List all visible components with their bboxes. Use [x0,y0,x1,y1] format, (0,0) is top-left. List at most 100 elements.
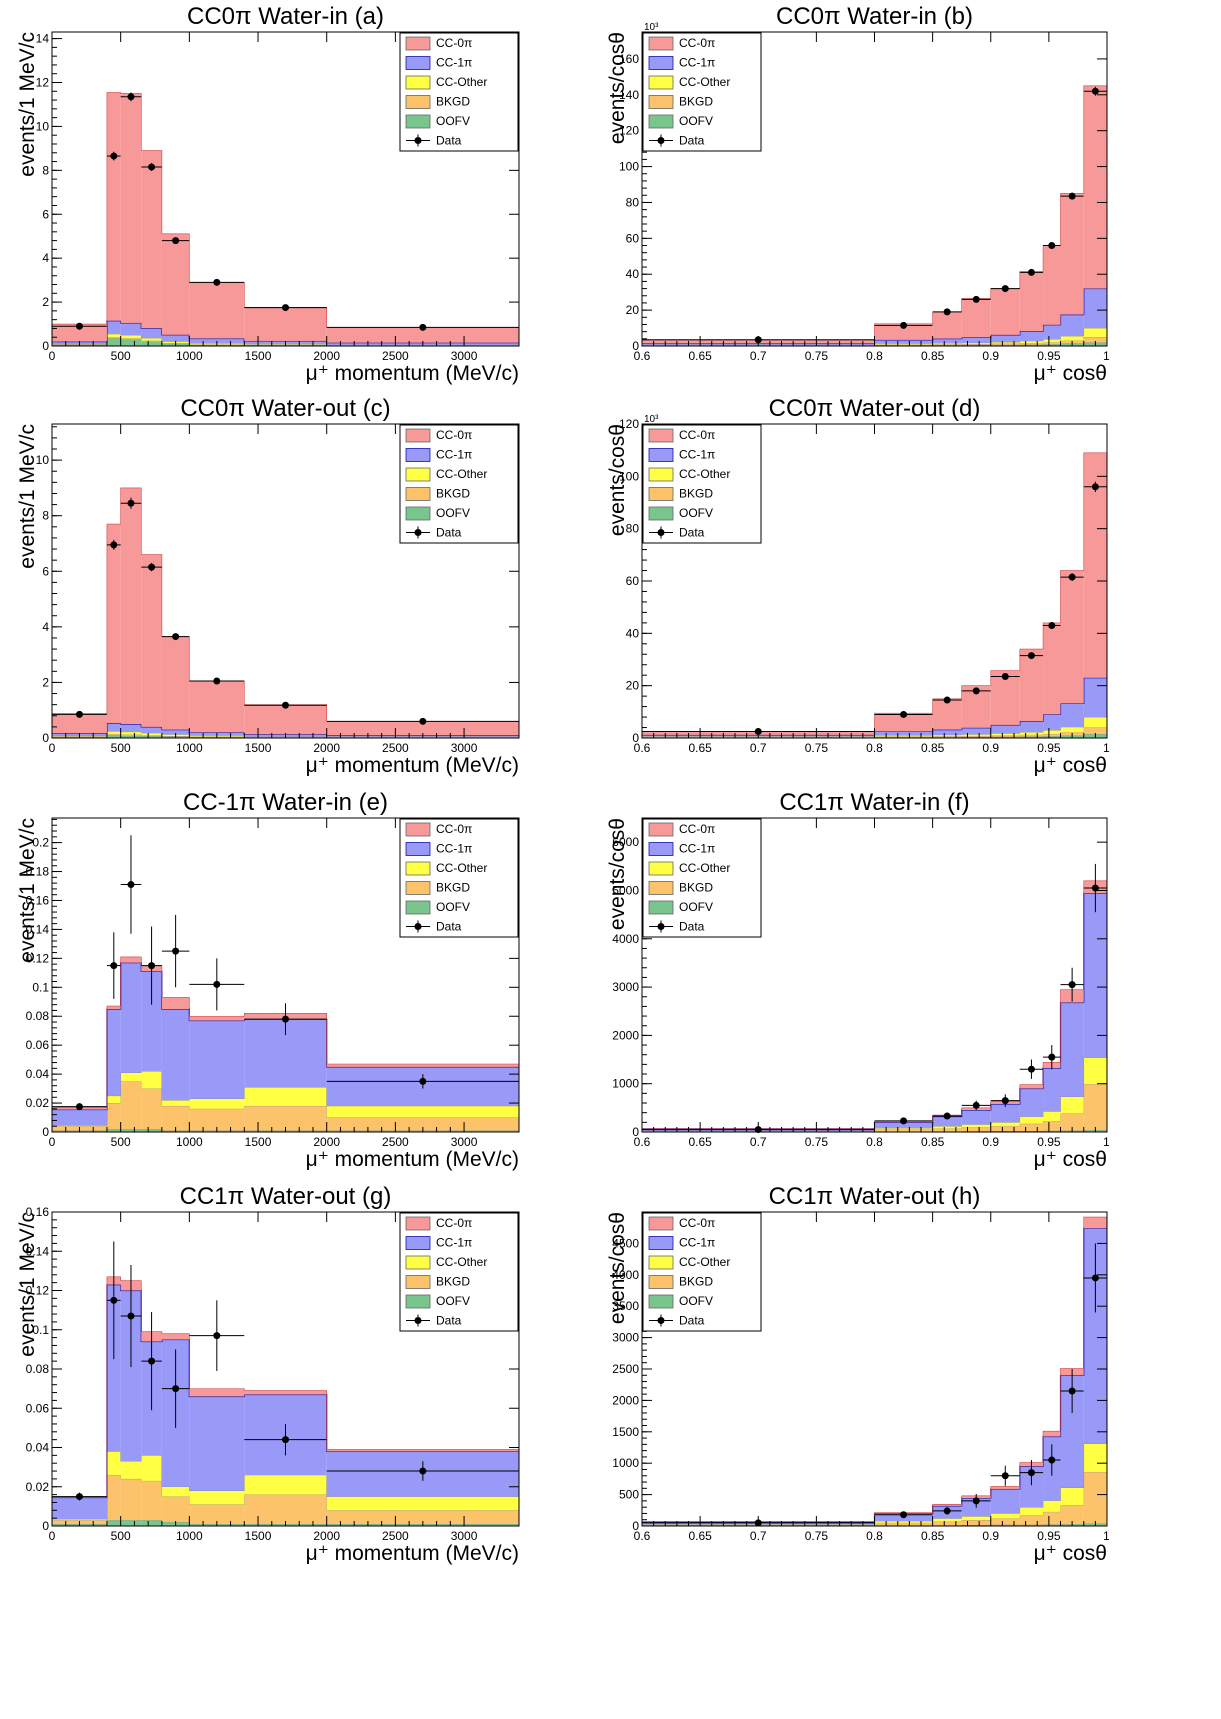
x-tick-label: 2000 [313,1529,340,1543]
y-tick-label: 0.1 [32,980,49,994]
bar-cc0pi [1083,452,1107,678]
bar-ccother [189,1490,245,1505]
bar-cc1pi [189,338,245,344]
bar-cc1pi [1043,324,1061,340]
bar-ccother [326,1105,519,1118]
y-tick-label: 60 [626,574,640,588]
bar-cc0pi [189,1016,245,1021]
x-tick-label: 2000 [313,1135,340,1149]
legend-label: Data [436,134,462,148]
data-point [127,93,135,101]
data-point [110,541,118,549]
legend-swatch-ccother [405,861,431,876]
bar-ccother [961,1516,991,1521]
bar-cc0pi [52,713,107,733]
legend-label: CC-0π [436,36,472,50]
data-point [213,1332,221,1340]
bar-cc1pi [106,1284,121,1452]
y-axis-label: events/cosθ [606,818,629,930]
y-tick-label: 10 [36,453,50,467]
bar-ccother [1083,328,1107,338]
bar-cc0pi [932,698,962,730]
x-axis: 0 500 1000 1500 2000 2500 3000 [49,818,478,1149]
y-tick-label: 2 [42,675,49,689]
data-point [1091,483,1099,491]
x-tick-label: 500 [111,349,131,363]
legend-swatch-cc1pi [405,1236,431,1250]
bar-cc0pi [1083,1217,1107,1229]
bar-ccother [326,1496,519,1511]
y-axis: 0 500 1000 1500 2000 2500 3000 3500 4000 4500 [612,1211,1107,1533]
bar-oofv [106,338,121,346]
bar-cc0pi [52,324,107,342]
data-point [1048,242,1056,250]
bar-cc1pi [1060,1375,1084,1488]
y-tick-label: 6 [42,207,49,221]
data-point [419,1077,427,1085]
legend-label: CC-Other [679,1255,730,1269]
y-tick-label: 0.02 [26,1480,50,1494]
data-point [1068,192,1076,200]
y-axis-label: events/1 MeV/c [16,1212,39,1357]
bar-bkgd [874,344,933,346]
x-tick-label: 2000 [313,349,340,363]
y-tick-label: 1500 [612,1425,639,1439]
x-tick-label: 0.6 [634,741,651,755]
bar-cc1pi [189,1396,245,1491]
x-tick-label: 2500 [382,1529,409,1543]
x-axis: 0 500 1000 1500 2000 2500 3000 [49,32,478,363]
x-axis-label: μ⁺ momentum (MeV/c) [306,754,519,777]
x-axis: 0 500 1000 1500 2000 2500 3000 [49,424,478,755]
bar-cc1pi [961,337,991,343]
bar-ccother [141,1455,162,1481]
legend-swatch-cc0pi [648,36,674,51]
bar-bkgd [1043,1121,1061,1131]
bar-cc1pi [106,320,121,334]
bar-cc0pi [1019,1084,1044,1089]
y-exponent-label: 10³ [644,414,659,425]
x-axis-label: μ⁺ cosθ [1034,754,1107,777]
y-tick-label: 0.12 [26,951,50,965]
y-tick-label: 4000 [612,1268,639,1282]
data-point [148,163,156,171]
bar-oofv [120,1129,142,1132]
bar-bkgd [1019,1123,1044,1132]
legend-label: CC-0π [436,428,472,442]
bar-ccother [961,342,991,345]
bar-cc1pi [990,1103,1020,1123]
legend-label: CC-0π [679,36,715,50]
legend-swatch-cc1pi [648,448,674,462]
legend-swatch-cc0pi [405,428,431,443]
bar-ccother [141,338,162,341]
chart-title: CC-1π Water-in (e) [183,789,388,816]
bar-ccother [161,1100,190,1106]
bar-bkgd [990,1126,1020,1132]
bar-bkgd [141,340,162,342]
bar-oofv [1019,1524,1044,1526]
data-point [1048,621,1056,629]
x-axis-label: μ⁺ cosθ [1034,1542,1107,1565]
bar-oofv [990,1524,1020,1526]
legend-swatch-cc1pi [405,842,431,856]
bar-oofv [106,1520,121,1526]
data-point [172,1385,180,1393]
data-series [642,863,1107,1134]
bar-oofv [1043,344,1061,346]
x-tick-label: 1 [1103,741,1110,755]
legend-swatch-cc1pi [648,842,674,856]
bar-cc1pi [120,1290,142,1462]
bar-bkgd [244,1105,327,1131]
bar-ccother [141,732,162,736]
data-point [943,696,951,704]
bar-cc0pi [106,92,121,321]
bar-cc1pi [161,729,190,735]
legend-label: BKGD [436,1275,470,1289]
data-point [148,1357,156,1365]
bar-bkgd [1060,1505,1084,1525]
bar-bkgd [932,344,962,346]
legend-swatch-oofv [648,900,674,915]
x-tick-label: 0.7 [750,1135,767,1149]
y-tick-label: 0 [632,731,639,745]
bar-cc0pi [161,1333,190,1340]
bar-bkgd [120,1478,142,1521]
